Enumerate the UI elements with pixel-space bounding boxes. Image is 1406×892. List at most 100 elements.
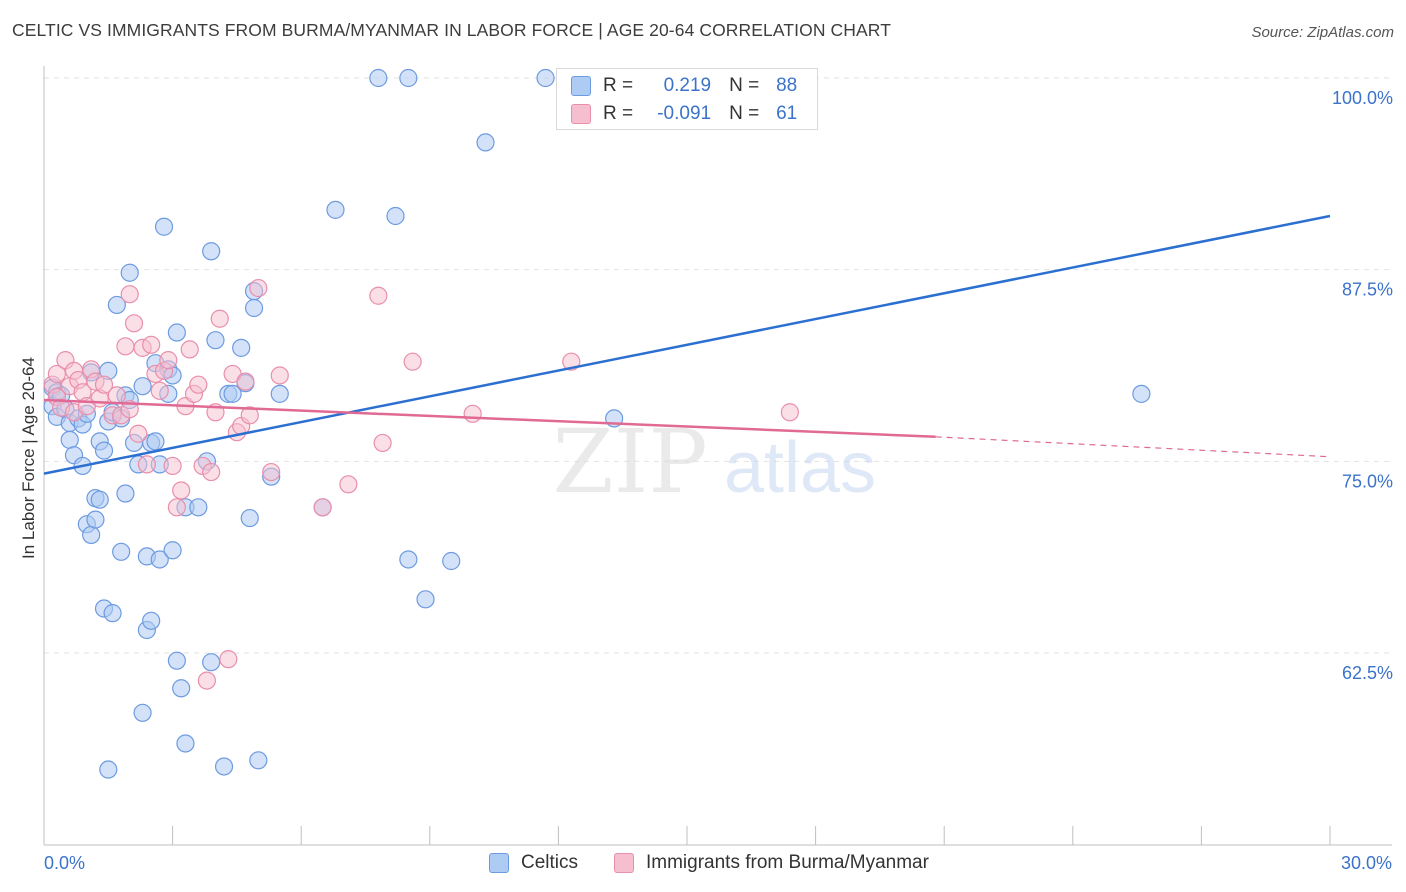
celtics-point: [399, 68, 418, 88]
celtics-trend-line: [43, 214, 1331, 475]
burma-point: [167, 498, 186, 517]
burma-point: [142, 335, 161, 354]
stats-legend: R = 0.219 N = 88 R = -0.091 N = 61: [556, 68, 818, 130]
celtics-point: [214, 757, 234, 776]
celtics-point: [94, 441, 114, 460]
burma-point: [249, 278, 268, 298]
n-label: N =: [729, 75, 760, 96]
burma-point: [210, 309, 229, 328]
celtics-point: [326, 200, 345, 219]
burma-legend-swatch: [614, 853, 634, 873]
burma-swatch: [571, 104, 591, 124]
burma-point: [120, 285, 139, 304]
watermark: ZIP atlas: [552, 410, 876, 513]
celtics-point: [90, 490, 109, 509]
burma-point: [189, 375, 208, 394]
celtics-point: [206, 331, 225, 350]
chart-title: CELTIC VS IMMIGRANTS FROM BURMA/MYANMAR …: [12, 20, 891, 40]
y-axis-label: In Labor Force | Age 20-64: [19, 357, 38, 559]
celtics-point: [202, 242, 221, 261]
celtics-swatch: [571, 76, 591, 96]
celtics-point: [86, 510, 105, 529]
celtics-point: [60, 430, 79, 449]
celtics-point: [133, 703, 152, 722]
celtics-point: [146, 432, 165, 451]
burma-point: [180, 340, 199, 359]
celtics-point: [1132, 384, 1151, 403]
burma-point: [780, 403, 799, 422]
celtics-point: [249, 751, 268, 770]
x-tick-label: 0.0%: [44, 853, 85, 873]
celtics-point: [369, 68, 388, 88]
celtics-point: [476, 133, 495, 152]
burma-point: [163, 456, 182, 476]
celtics-point: [223, 384, 242, 403]
trend-lines: [43, 214, 1331, 475]
y-tick-label: 62.5%: [1342, 663, 1393, 683]
celtics-point: [167, 323, 186, 342]
source-label: Source: ZipAtlas.com: [1251, 24, 1394, 41]
burma-n-value: 61: [776, 103, 798, 124]
burma-point: [202, 462, 221, 482]
burma-point: [197, 671, 216, 690]
burma-point: [107, 386, 126, 405]
x-tick-label: 30.0%: [1341, 853, 1392, 873]
burma-point: [172, 481, 191, 500]
celtics-point: [82, 525, 101, 545]
celtics-point: [240, 508, 259, 528]
burma-points: [43, 278, 799, 690]
celtics-point: [167, 651, 186, 670]
gridlines: [44, 77, 1392, 654]
celtics-point: [99, 760, 118, 779]
burma-point: [463, 404, 482, 423]
celtics-point: [176, 734, 195, 753]
burma-point: [240, 406, 259, 425]
celtics-point: [142, 611, 161, 630]
celtics-point: [120, 263, 139, 282]
celtics-legend-swatch: [489, 853, 509, 873]
burma-point: [129, 424, 148, 443]
celtics-point: [116, 484, 135, 503]
burma-point: [116, 337, 135, 356]
burma-point: [159, 351, 178, 370]
legend-item-celtics[interactable]: Celtics: [489, 852, 578, 874]
r-label: R =: [603, 75, 634, 96]
celtics-r-value: 0.219: [663, 75, 712, 96]
y-tick-label: 100.0%: [1332, 88, 1393, 108]
celtics-point: [103, 604, 122, 623]
burma-point: [373, 433, 392, 453]
celtics-point: [172, 679, 191, 698]
watermark-atlas: atlas: [724, 428, 876, 508]
legend-item-burma[interactable]: Immigrants from Burma/Myanmar: [614, 852, 929, 874]
burma-point: [219, 650, 238, 669]
celtics-point: [270, 384, 289, 403]
celtics-point: [112, 542, 131, 561]
burma-trend-line: [43, 398, 936, 439]
axes: [43, 66, 1392, 846]
y-tick-label: 75.0%: [1342, 471, 1393, 491]
legend-label-burma: Immigrants from Burma/Myanmar: [646, 852, 929, 873]
celtics-point: [232, 338, 251, 357]
n-label: N =: [729, 103, 760, 124]
burma-trend-extension: [935, 436, 1331, 458]
celtics-point: [442, 551, 461, 571]
celtics-point: [107, 295, 126, 315]
burma-point: [403, 352, 422, 371]
burma-point: [313, 498, 332, 517]
celtics-point: [399, 550, 418, 569]
celtics-point: [202, 653, 221, 672]
celtics-point: [133, 377, 152, 396]
burma-point: [236, 372, 255, 391]
burma-r-value: -0.091: [657, 103, 712, 124]
burma-point: [369, 286, 388, 305]
burma-point: [339, 475, 358, 494]
burma-point: [137, 455, 156, 474]
celtics-point: [154, 217, 174, 236]
bottom-legend: Celtics Immigrants from Burma/Myanmar: [0, 848, 1406, 880]
celtics-n-value: 88: [776, 75, 798, 96]
tick-labels: 62.5% 75.0% 87.5% 100.0% 0.0% 30.0%: [44, 88, 1393, 873]
celtics-point: [416, 590, 435, 609]
burma-point: [47, 364, 66, 384]
burma-point: [124, 314, 144, 333]
